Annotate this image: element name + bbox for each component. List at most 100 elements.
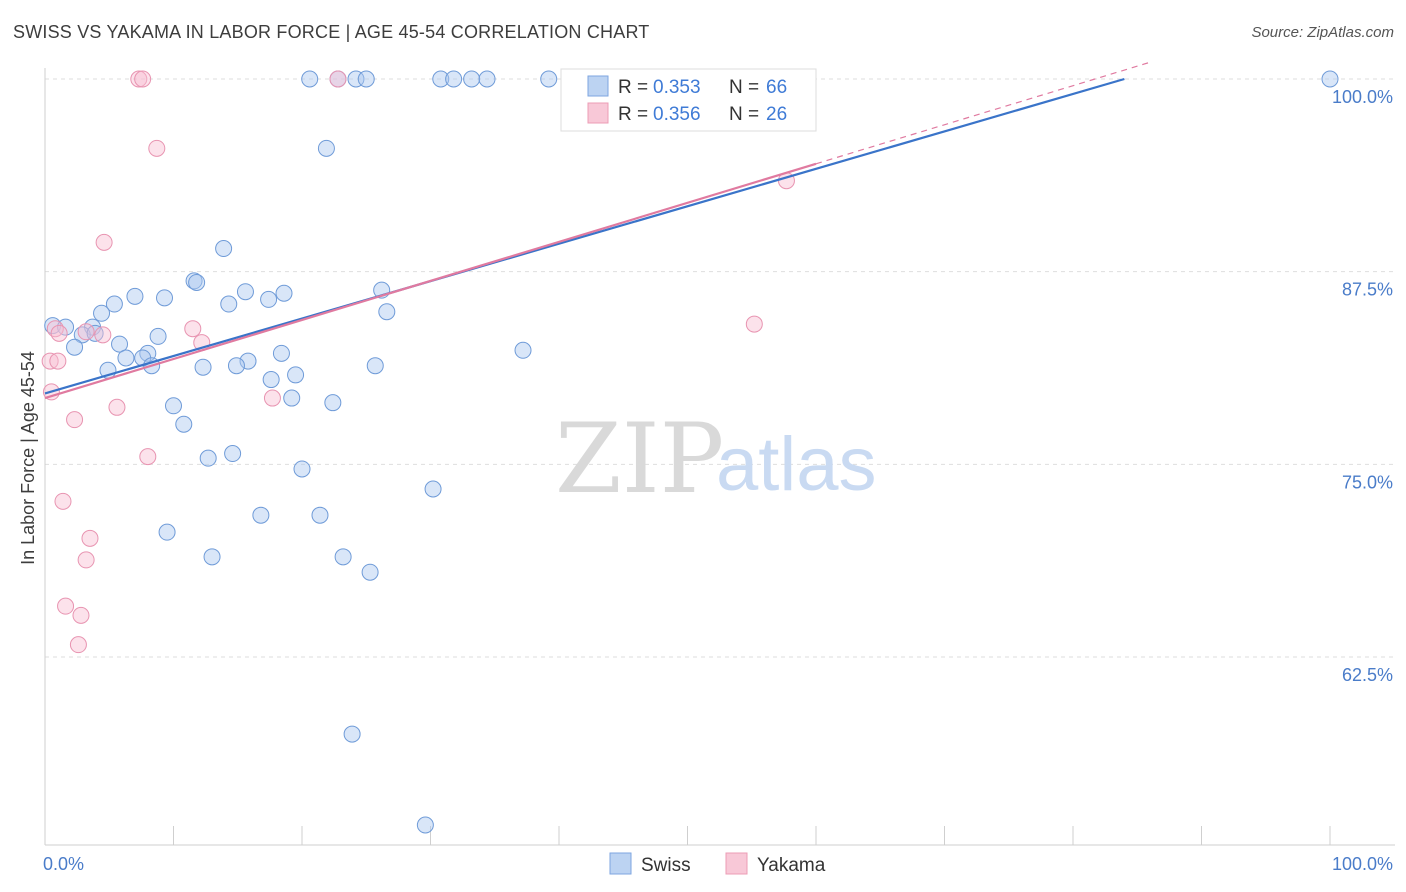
axes [44, 68, 1395, 846]
y-tick-label-3: 62.5% [1342, 665, 1393, 685]
swiss-point-60 [343, 725, 361, 743]
swiss-point-8 [540, 70, 558, 88]
swiss-point-7 [478, 70, 496, 88]
bottom-legend-label-swiss: Swiss [641, 855, 691, 876]
swiss-point-10 [1321, 70, 1339, 88]
swiss-point-12 [215, 240, 233, 258]
swiss-point-21 [220, 295, 238, 313]
yakama-point-3 [148, 139, 166, 157]
swiss-point-52 [293, 460, 311, 478]
yakama-point-25 [69, 636, 87, 654]
swiss-point-45 [287, 366, 305, 384]
yakama-point-17 [108, 398, 126, 416]
swiss-point-6 [463, 70, 481, 88]
swiss-point-17 [275, 284, 293, 302]
swiss-point-4 [432, 70, 450, 88]
legend-r-label-swiss: R = [618, 77, 648, 98]
x-tick-labels: 0.0% 100.0% [43, 854, 1393, 874]
swiss-point-58 [334, 548, 352, 566]
swiss-point-2 [347, 70, 365, 88]
legend-swatch-swiss [587, 75, 609, 97]
yakama-trend-extension [815, 61, 1151, 165]
swiss-point-57 [203, 548, 221, 566]
swiss-point-16 [236, 283, 254, 301]
swiss-point-15 [156, 289, 174, 307]
y-tick-label-0: 100.0% [1332, 87, 1393, 107]
swiss-point-32 [111, 335, 129, 353]
legend-r-value-yakama: 0.356 [653, 104, 701, 125]
swiss-point-48 [324, 394, 342, 412]
yakama-trend-line [44, 162, 817, 400]
swiss-point-44 [262, 371, 280, 389]
swiss-point-3 [357, 70, 375, 88]
yakama-point-24 [72, 606, 90, 624]
swiss-point-31 [66, 338, 84, 356]
y-tick-label-1: 87.5% [1342, 280, 1393, 300]
swiss-point-13 [185, 272, 203, 290]
legend-n-value-yakama: 26 [766, 104, 787, 125]
yakama-point-0 [130, 70, 148, 88]
swiss-point-0 [301, 70, 319, 88]
yakama-point-16 [263, 389, 281, 407]
yakama-point-18 [66, 411, 84, 429]
y-tick-labels: 100.0% 87.5% 75.0% 62.5% [1332, 87, 1393, 685]
legend-swatch-yakama [587, 102, 609, 124]
y-tick-label-2: 75.0% [1342, 472, 1393, 492]
swiss-point-34 [117, 349, 135, 367]
yakama-point-22 [77, 551, 95, 569]
x-tick-label-1: 100.0% [1332, 854, 1393, 874]
yakama-point-5 [95, 233, 113, 251]
legend-r-label-yakama: R = [618, 104, 648, 125]
series-legend: Swiss Yakama [609, 852, 826, 876]
yakama-point-13 [49, 352, 67, 370]
x-tick-label-0: 0.0% [43, 854, 84, 874]
swiss-point-23 [378, 303, 396, 321]
trend-lines [44, 61, 1151, 400]
swiss-trend-line [44, 77, 1125, 395]
swiss-point-11 [317, 139, 335, 157]
swiss-point-51 [199, 449, 217, 467]
yakama-point-19 [139, 448, 157, 466]
legend-n-value-swiss: 66 [766, 77, 787, 98]
correlation-legend: R = 0.353 N = 66 R = 0.356 N = 26 [560, 68, 817, 132]
swiss-point-22 [260, 290, 278, 308]
legend-r-value-swiss: 0.353 [653, 77, 701, 98]
swiss-point-36 [272, 344, 290, 362]
swiss-point-54 [252, 506, 270, 524]
swiss-point-50 [224, 445, 242, 463]
swiss-point-59 [361, 563, 379, 581]
swiss-point-20 [105, 295, 123, 313]
swiss-point-55 [311, 506, 329, 524]
swiss-point-24 [93, 304, 111, 322]
swiss-point-61 [416, 816, 434, 834]
swiss-point-47 [165, 397, 182, 415]
y-axis-label: In Labor Force | Age 45-54 [18, 351, 38, 565]
watermark: ZIP atlas [555, 403, 877, 515]
swiss-point-41 [366, 357, 384, 375]
yakama-point-23 [57, 597, 75, 615]
legend-n-label-swiss: N = [729, 77, 759, 98]
swiss-point-5 [445, 70, 463, 88]
swiss-point-42 [514, 341, 532, 359]
yakama-point-21 [81, 529, 99, 547]
swiss-point-56 [158, 523, 176, 541]
bottom-legend-swatch-yakama [725, 852, 748, 875]
yakama-point-10 [184, 320, 202, 338]
swiss-point-49 [175, 415, 193, 433]
yakama-point-8 [77, 323, 95, 341]
swiss-point-38 [227, 357, 245, 375]
swiss-point-14 [188, 273, 206, 291]
swiss-point-30 [149, 327, 167, 345]
yakama-point-9 [94, 326, 112, 344]
yakama-point-1 [134, 70, 152, 88]
watermark-zip: ZIP [555, 403, 724, 515]
yakama-point-2 [329, 70, 347, 88]
source-credit: Source: ZipAtlas.com [1251, 24, 1394, 41]
swiss-point-53 [424, 480, 442, 498]
yakama-point-20 [54, 492, 72, 510]
swiss-point-19 [126, 287, 144, 305]
swiss-point-40 [194, 358, 212, 376]
watermark-atlas: atlas [716, 422, 877, 507]
yakama-point-7 [50, 324, 68, 342]
